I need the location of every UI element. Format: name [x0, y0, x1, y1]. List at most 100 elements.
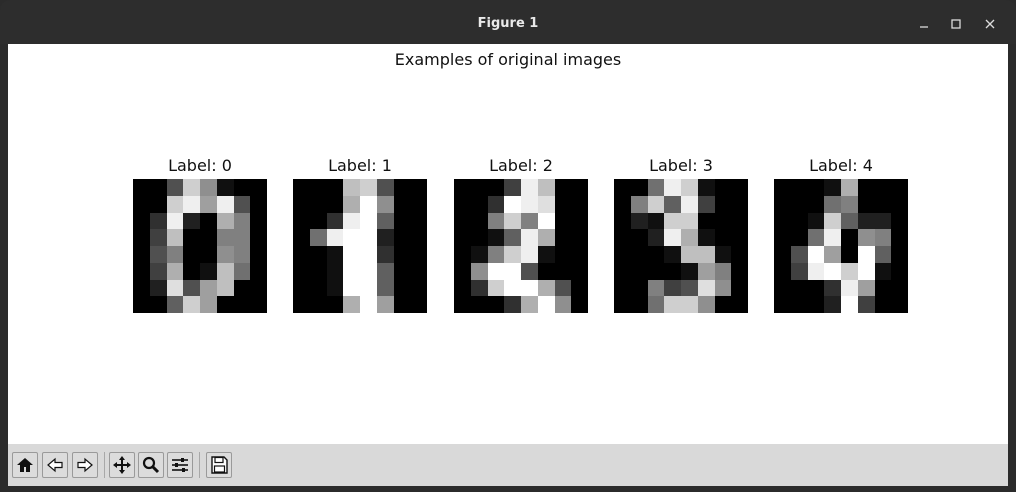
title-bar[interactable]: Figure 1 — [0, 0, 1016, 44]
pixel-cell — [614, 262, 631, 280]
pixel-cell — [614, 229, 631, 246]
pixel-cell — [731, 179, 748, 196]
pixel-cell — [824, 212, 841, 230]
pixel-cell — [166, 296, 184, 313]
pixel-cell — [410, 179, 427, 196]
digit-image — [293, 179, 427, 313]
save-button[interactable] — [206, 452, 232, 478]
pixel-cell — [470, 279, 488, 297]
pixel-cell — [664, 279, 681, 297]
pixel-cell — [790, 229, 808, 246]
pixel-cell — [326, 262, 344, 280]
pixel-cell — [630, 195, 648, 213]
pixel-cell — [343, 279, 360, 297]
pixel-cell — [326, 229, 344, 246]
figure-suptitle: Examples of original images — [394, 50, 622, 69]
configure-subplots-button[interactable] — [167, 452, 193, 478]
pixel-cell — [571, 179, 588, 196]
pixel-cell — [537, 279, 555, 297]
pixel-cell — [664, 229, 681, 246]
pixel-cell — [714, 246, 732, 263]
pixel-cell — [571, 296, 588, 313]
pixel-cell — [183, 212, 200, 230]
pixel-cell — [183, 279, 200, 297]
pixel-cell — [824, 279, 841, 297]
pixel-cell — [360, 262, 377, 280]
pixel-cell — [857, 212, 875, 230]
close-icon[interactable] — [980, 14, 1000, 34]
pixel-cell — [487, 212, 505, 230]
pan-button[interactable] — [109, 452, 135, 478]
pixel-cell — [681, 195, 698, 213]
pixel-cell — [630, 212, 648, 230]
pixel-cell — [554, 229, 572, 246]
pixel-cell — [537, 229, 555, 246]
pixel-cell — [571, 195, 588, 213]
pixel-cell — [309, 195, 327, 213]
pixel-cell — [504, 212, 521, 230]
pixel-cell — [233, 179, 251, 196]
pixel-cell — [571, 246, 588, 263]
pixel-cell — [554, 195, 572, 213]
pixel-cell — [166, 179, 184, 196]
zoom-button[interactable] — [138, 452, 164, 478]
pixel-cell — [183, 296, 200, 313]
pixel-cell — [454, 246, 471, 263]
pixel-cell — [891, 195, 908, 213]
pixel-cell — [133, 246, 150, 263]
pixel-cell — [343, 195, 360, 213]
pixel-cell — [200, 229, 217, 246]
pixel-cell — [714, 279, 732, 297]
pixel-cell — [521, 179, 538, 196]
maximize-icon[interactable] — [946, 14, 966, 34]
pixel-cell — [470, 296, 488, 313]
pixel-cell — [521, 279, 538, 297]
pixel-cell — [309, 296, 327, 313]
pixel-cell — [731, 296, 748, 313]
pixel-cell — [857, 195, 875, 213]
digit-image — [454, 179, 588, 313]
pixel-cell — [714, 262, 732, 280]
pixel-cell — [857, 296, 875, 313]
move-arrows-icon — [113, 456, 131, 474]
pixel-cell — [647, 262, 665, 280]
pixel-cell — [200, 296, 217, 313]
pixel-cell — [647, 195, 665, 213]
pixel-cell — [293, 279, 310, 297]
pixel-cell — [410, 229, 427, 246]
pixel-cell — [250, 296, 267, 313]
home-button[interactable] — [12, 452, 38, 478]
pixel-cell — [250, 179, 267, 196]
pixel-cell — [250, 246, 267, 263]
pixel-cell — [250, 229, 267, 246]
pixel-cell — [857, 246, 875, 263]
pixel-cell — [326, 179, 344, 196]
pixel-cell — [647, 246, 665, 263]
pixel-cell — [647, 296, 665, 313]
pixel-cell — [343, 179, 360, 196]
pixel-cell — [166, 195, 184, 213]
pixel-cell — [697, 229, 715, 246]
navigation-toolbar — [8, 444, 1008, 486]
pixel-cell — [807, 279, 825, 297]
back-arrow-icon — [47, 457, 63, 473]
pixel-cell — [216, 246, 234, 263]
pixel-cell — [891, 279, 908, 297]
pixel-cell — [841, 296, 858, 313]
pixel-cell — [697, 212, 715, 230]
figure-canvas[interactable]: Examples of original images Label: 0 Lab… — [8, 44, 1008, 444]
pixel-cell — [521, 246, 538, 263]
pixel-cell — [200, 195, 217, 213]
home-icon — [17, 458, 33, 472]
pixel-cell — [293, 296, 310, 313]
pixel-cell — [554, 262, 572, 280]
pixel-cell — [393, 212, 411, 230]
pixel-cell — [681, 179, 698, 196]
forward-button[interactable] — [72, 452, 98, 478]
pixel-cell — [393, 262, 411, 280]
pixel-cell — [714, 195, 732, 213]
back-button[interactable] — [42, 452, 68, 478]
minimize-icon[interactable] — [914, 14, 934, 34]
pixel-cell — [790, 296, 808, 313]
